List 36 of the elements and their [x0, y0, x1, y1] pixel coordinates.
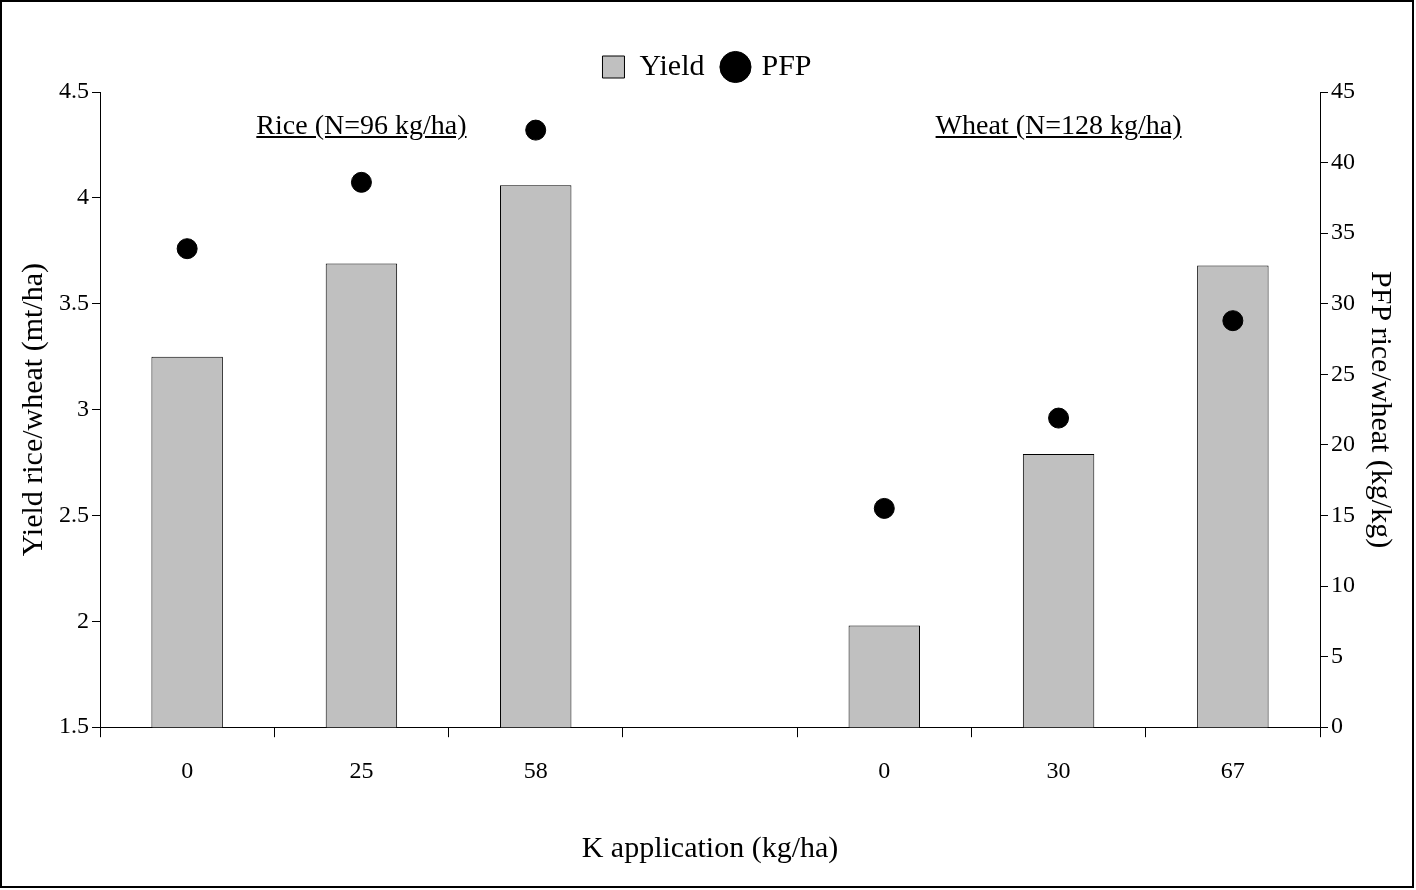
point	[176, 238, 198, 260]
y-tick-label: 2	[77, 606, 89, 633]
x-tick-label: 67	[1220, 756, 1245, 783]
x-tick-label: 58	[523, 756, 548, 783]
y-tick-label: 2.5	[59, 500, 89, 527]
y2-tick-label: 0	[1331, 712, 1343, 739]
legend-label: Yield	[639, 47, 705, 81]
point	[525, 119, 547, 141]
y2-axis-title: PFP rice/wheat (kg/kg)	[1365, 271, 1400, 549]
y2-tick-label: 40	[1331, 147, 1355, 174]
y-tick-label: 1.5	[59, 712, 89, 739]
y2-tick-label: 15	[1331, 500, 1355, 527]
y-tick-label: 4	[77, 183, 89, 210]
y2-tick-label: 30	[1331, 289, 1355, 316]
point	[1222, 310, 1244, 332]
x-tick-label: 0	[878, 756, 891, 783]
y2-tick-label: 20	[1331, 430, 1355, 457]
x-tick-label: 30	[1046, 756, 1071, 783]
y2-tick-label: 5	[1331, 641, 1343, 668]
annotation: Rice (N=96 kg/ha)	[256, 109, 467, 141]
point	[1048, 407, 1070, 429]
y-axis-title: Yield rice/wheat (mt/ha)	[14, 262, 49, 557]
point	[350, 171, 372, 193]
y-tick-label: 4.5	[59, 77, 89, 104]
y2-tick-label: 45	[1331, 77, 1355, 104]
y-tick-label: 3.5	[59, 289, 89, 316]
x-axis-title: K application (kg/ha)	[581, 829, 839, 864]
y2-tick-label: 10	[1331, 571, 1355, 598]
x-tick-label: 0	[181, 756, 194, 783]
y-tick-label: 3	[77, 394, 89, 421]
y2-tick-label: 35	[1331, 218, 1355, 245]
y2-tick-label: 25	[1331, 359, 1355, 386]
annotation: Wheat (N=128 kg/ha)	[935, 109, 1182, 141]
x-tick-label: 25	[349, 756, 374, 783]
point	[873, 497, 895, 519]
legend-label: PFP	[761, 47, 812, 81]
